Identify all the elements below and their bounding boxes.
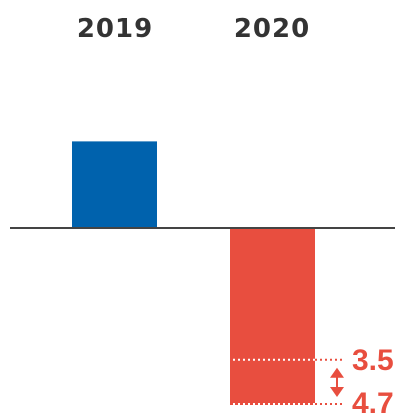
category-label-2020: 2020 [234,14,310,44]
bar-2020 [230,228,315,405]
bar-2019 [72,141,157,228]
range-high-label: 4.7 [352,387,394,414]
range-low-label: 3.5 [352,344,394,377]
bars-group [72,141,315,405]
range-arrow-down-icon [330,387,344,397]
range-arrow-up-icon [330,367,344,378]
range-annotation-2020: 3.5 4.7 [228,344,394,414]
category-label-2019: 2019 [77,14,153,44]
